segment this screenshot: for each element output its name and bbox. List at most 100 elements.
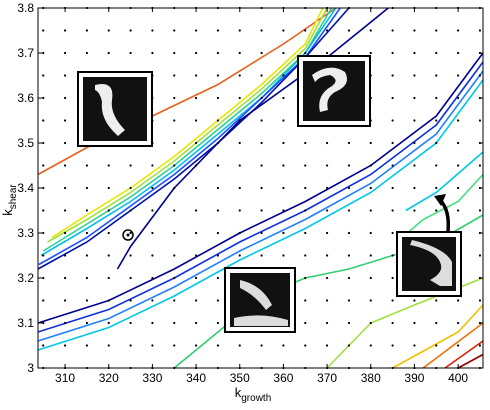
grid-point <box>63 321 67 325</box>
inset-image <box>77 71 153 147</box>
grid-point <box>216 254 220 257</box>
grid-point <box>435 186 438 190</box>
grid-point <box>325 164 329 167</box>
x-tick-label: 370 <box>317 371 337 385</box>
grid-point <box>347 51 351 55</box>
grid-point <box>325 231 329 235</box>
grid-point <box>391 96 394 100</box>
grid-point <box>369 141 372 145</box>
grid-point <box>282 164 285 167</box>
marker-circle <box>122 229 134 241</box>
grid-point <box>325 186 329 190</box>
grid-point <box>260 164 263 167</box>
grid-point <box>216 344 220 347</box>
grid-point <box>369 29 372 32</box>
grid-point <box>282 29 285 32</box>
grid-point <box>457 164 460 167</box>
grid-point <box>413 344 416 347</box>
grid-point <box>435 141 438 145</box>
grid-point <box>347 186 351 190</box>
grid-point <box>173 254 176 257</box>
grid-point <box>42 51 45 55</box>
grid-point <box>238 96 241 100</box>
grid-point <box>304 209 307 212</box>
grid-point <box>85 51 89 55</box>
grid-point <box>369 186 372 190</box>
grid-point <box>369 321 372 325</box>
y-tick-label: 3.8 <box>17 1 34 15</box>
grid-point <box>194 231 198 235</box>
contour-line <box>396 173 484 243</box>
grid-point <box>129 321 132 325</box>
grid-point <box>478 344 482 347</box>
grid-point <box>216 74 220 77</box>
grid-point <box>457 209 460 212</box>
grid-point <box>260 51 263 55</box>
grid-point <box>391 321 394 325</box>
y-axis-label-base: k <box>0 209 15 216</box>
grid-point <box>413 96 416 100</box>
grid-point <box>304 231 307 235</box>
grid-point <box>435 164 438 167</box>
grid-point <box>238 119 241 122</box>
grid-point <box>260 231 263 235</box>
y-axis-label-sub: shear <box>8 184 19 210</box>
grid-point <box>216 96 220 100</box>
x-tick-label: 390 <box>404 371 424 385</box>
grid-point <box>457 29 460 32</box>
grid-point <box>260 141 263 145</box>
grid-point <box>42 96 45 100</box>
grid-point <box>129 276 132 280</box>
grid-point <box>435 29 438 32</box>
grid-point <box>325 299 329 302</box>
grid-point <box>325 141 329 145</box>
grid-point <box>63 119 67 122</box>
grid-point <box>304 51 307 55</box>
grid-point <box>151 254 154 257</box>
y-tick-label: 3.2 <box>17 271 34 285</box>
grid-point <box>391 299 394 302</box>
contour-line <box>457 353 484 369</box>
grid-point <box>391 254 394 257</box>
grid-point <box>173 299 176 302</box>
grid-point <box>304 276 307 280</box>
grid-point <box>347 231 351 235</box>
arrow-head <box>434 194 446 206</box>
grid-point <box>173 231 176 235</box>
grid-point <box>413 186 416 190</box>
grid-point <box>194 186 198 190</box>
x-axis-label: kgrowth <box>235 385 272 404</box>
grid-point <box>238 51 241 55</box>
grid-point <box>194 276 198 280</box>
grid-point <box>282 186 285 190</box>
grid-point <box>457 96 460 100</box>
grid-point <box>42 119 45 122</box>
grid-point <box>457 321 460 325</box>
grid-point <box>173 321 176 325</box>
grid-point <box>347 164 351 167</box>
grid-point <box>413 299 416 302</box>
grid-point <box>173 51 176 55</box>
grid-point <box>435 51 438 55</box>
grid-point <box>42 254 45 257</box>
grid-point <box>347 344 351 347</box>
x-tick-label: 330 <box>142 371 162 385</box>
grid-point <box>63 186 67 190</box>
grid-point <box>457 74 460 77</box>
grid-point <box>216 51 220 55</box>
y-tick-label: 3.4 <box>17 181 34 195</box>
grid-point <box>173 119 176 122</box>
grid-point <box>369 344 372 347</box>
y-tick-label: 3.1 <box>17 316 34 330</box>
grid-point <box>151 164 154 167</box>
grid-point <box>304 299 307 302</box>
grid-point <box>260 29 263 32</box>
grid-point <box>42 344 45 347</box>
grid-point <box>216 209 220 212</box>
contour-line <box>405 151 484 212</box>
grid-point <box>413 74 416 77</box>
grid-point <box>391 74 394 77</box>
grid-point <box>325 276 329 280</box>
grid-point <box>194 164 198 167</box>
grid-point <box>107 186 110 190</box>
